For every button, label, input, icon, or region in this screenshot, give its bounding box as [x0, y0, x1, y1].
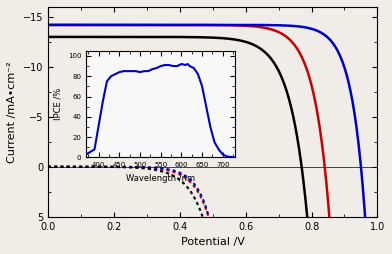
X-axis label: Potential /V: Potential /V	[181, 237, 245, 247]
X-axis label: Wavelength /nm: Wavelength /nm	[126, 174, 195, 183]
Y-axis label: Current /mA•cm⁻²: Current /mA•cm⁻²	[7, 61, 17, 163]
Y-axis label: IPCE /%: IPCE /%	[53, 88, 62, 120]
